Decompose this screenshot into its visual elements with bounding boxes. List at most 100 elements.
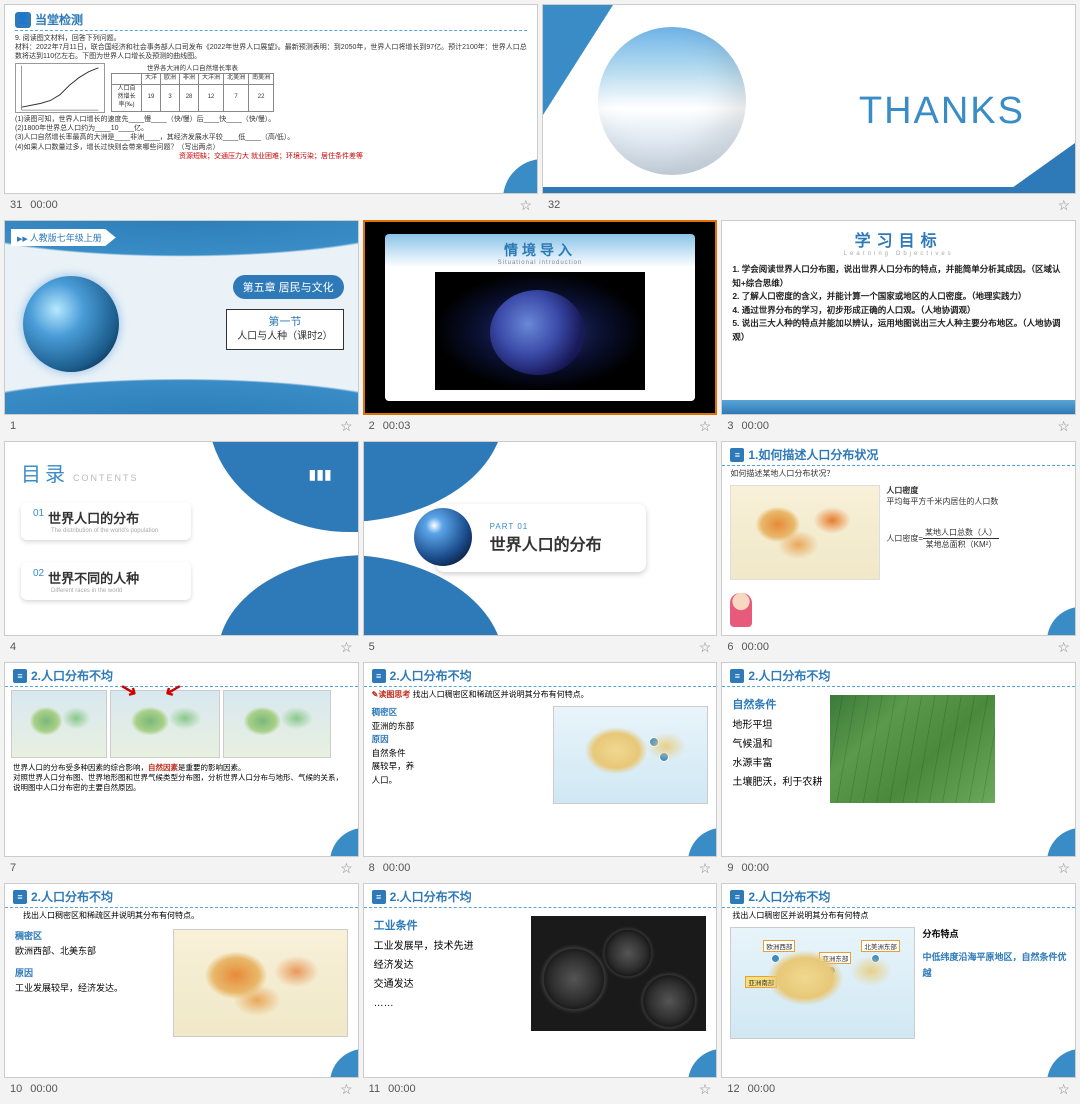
slide-32[interactable]: THANKS [542,4,1076,194]
slide-7[interactable]: ≡2.人口分布不均 ↘↙ 世界人口的分布受多种因素的综合影响，自然因素是重要的影… [4,662,359,857]
sky-circle-image [598,27,746,175]
slide-time: 00:03 [383,420,411,432]
slide-time: 00:00 [30,1083,58,1095]
slide-8[interactable]: ≡ 2.人口分布不均 ✎读图思考 找出人口稠密区和稀疏区并说明其分布有何特点。 稠… [363,662,718,857]
slide-time: 00:00 [388,1083,416,1095]
doc-icon: ≡ [730,669,744,683]
objectives-sub: Learning Objectives [732,251,1065,257]
s10-header: 2.人口分布不均 [31,888,113,905]
lesson-box: 第一节 人口与人种（课时2） [226,309,344,350]
growth-chart [15,63,105,113]
slide-3[interactable]: 学习目标 Learning Objectives 1. 学会阅读世界人口分布图，… [721,220,1076,415]
slide-5[interactable]: PART 01世界人口的分布 [363,441,718,636]
slide-10[interactable]: ≡ 2.人口分布不均 找出人口稠密区和稀疏区并说明其分布有何特点。 稠密区欧洲西部… [4,883,359,1078]
world-map [730,485,880,580]
thanks-text: THANKS [859,90,1025,133]
slide31-title: 当堂检测 [35,11,83,28]
star-icon[interactable]: ☆ [699,639,712,656]
gears-image [531,916,706,1031]
slide-2-selected[interactable]: 情境导入 Situational introduction [363,220,718,415]
star-icon[interactable]: ☆ [1057,1081,1070,1098]
objectives-body: 1. 学会阅读世界人口分布图，说出世界人口分布的特点，并能简单分析其成因。（区域… [732,263,1065,345]
star-icon[interactable]: ☆ [340,418,353,435]
s6-header: 1.如何描述人口分布状况 [748,446,878,463]
triangle-decoration [1005,143,1075,193]
slide-time: 00:00 [30,199,58,211]
slide-number: 11 [369,1083,380,1095]
s8-lead: ✎读图思考 找出人口稠密区和稀疏区并说明其分布有何特点。 [364,687,717,702]
slide-31[interactable]: 👤当堂检测 9. 阅读图文材料，回答下列问题。 材料：2022年7月11日，联合… [4,4,538,194]
intro-title: 情境导入 [504,240,576,260]
doc-icon: ≡ [13,669,27,683]
s31-para: 材料：2022年7月11日，联合国经济和社会事务部人口司发布《2022年世界人口… [15,43,527,61]
growth-table: 大洋欧洲非洲大洋洲北美洲南美洲 人口自然增长率(‰)1932812722 [111,73,274,111]
slide-6[interactable]: ≡1.如何描述人口分布状况 如何描述某地人口分布状况？ 人口密度 平均每平方千米… [721,441,1076,636]
doc-icon: ≡ [730,890,744,904]
doc-icon: ≡ [372,890,386,904]
slide-number: 6 [727,641,733,653]
maps-row: ↘↙ [5,687,358,761]
s8-left: 稠密区亚洲的东部 原因自然条件展较早，养人口。 [372,706,546,804]
corner-decoration [503,159,538,194]
chapter-chip: 第五章 居民与文化 [233,275,344,299]
star-icon[interactable]: ☆ [1057,639,1070,656]
slide-number: 1 [10,420,16,432]
slide-9[interactable]: ≡ 2.人口分布不均 自然条件 地形平坦气候温和水源丰富土壤肥沃，利于农耕 [721,662,1076,857]
star-icon[interactable]: ☆ [340,1081,353,1098]
s9-header: 2.人口分布不均 [748,667,830,684]
s8-header: 2.人口分布不均 [390,667,472,684]
s9-left: 自然条件 地形平坦气候温和水源丰富土壤肥沃，利于农耕 [732,695,822,803]
girl-character [730,593,752,627]
contents-title: 目录CONTENTS [21,458,139,487]
star-icon[interactable]: ☆ [1057,197,1070,214]
s31-ans4: 资源短缺；交通压力大 就业困难；环境污染；居住条件差等 [15,152,527,161]
slide-number: 5 [369,641,375,653]
slide-number: 7 [10,862,16,874]
slide-number: 31 [10,199,22,211]
slide-4[interactable]: 目录CONTENTS ▮▮▮ 01世界人口的分布The distribution… [4,441,359,636]
slide-1[interactable]: 人教版七年级上册 第五章 居民与文化 第一节 人口与人种（课时2） [4,220,359,415]
slide-number: 10 [10,1083,22,1095]
star-icon[interactable]: ☆ [1057,418,1070,435]
s11-header: 2.人口分布不均 [390,888,472,905]
s12-sub: 找出人口稠密区并说明其分布有何特点 [722,908,1075,923]
s7-text: 世界人口的分布受多种因素的综合影响，自然因素是重要的影响因素。 对照世界人口分布… [5,761,358,795]
world-map: 欧洲西部 亚洲东部 北美洲东部 亚洲南部 [730,927,914,1039]
s10-left: 稠密区欧洲西部、北美东部 原因工业发展较早，经济发达。 [15,929,165,1037]
s10-sub: 找出人口稠密区和稀疏区并说明其分布有何特点。 [5,908,358,923]
world-map [553,706,708,804]
star-icon[interactable]: ☆ [340,639,353,656]
star-icon[interactable]: ☆ [699,1081,712,1098]
s12-header: 2.人口分布不均 [748,888,830,905]
star-icon[interactable]: ☆ [699,860,712,877]
star-icon[interactable]: ☆ [519,197,532,214]
farmland-image [830,695,995,803]
slide-11[interactable]: ≡ 2.人口分布不均 工业条件 工业发展早，技术先进经济发达交通发达…… [363,883,718,1078]
s12-right: 分布特点 中低纬度沿海平原地区，自然条件优越 [923,927,1067,1039]
s31-q4: (4)如果人口数量过多，增长过快则会带来哪些问题？（写出两点） [15,143,527,152]
s31-q9: 9. 阅读图文材料，回答下列问题。 [15,34,527,43]
slide-time: 00:00 [748,1083,776,1095]
density-text: 人口密度 平均每平方千米内居住的人口数 人口密度= 某地人口总数（人）某地总面积… [886,485,1067,580]
contents-item-1: 01世界人口的分布The distribution of the world's… [21,502,191,540]
slide-number: 8 [369,862,375,874]
world-map [173,929,348,1037]
slide-12[interactable]: ≡ 2.人口分布不均 找出人口稠密区并说明其分布有何特点 欧洲西部 亚洲东部 北美… [721,883,1076,1078]
s31-q1: (1)读图可知，世界人口增长的速度先____慢____（快/慢）后____快__… [15,115,527,124]
slide-number: 32 [548,199,560,211]
star-icon[interactable]: ☆ [1057,860,1070,877]
s11-left: 工业条件 工业发展早，技术先进经济发达交通发达…… [374,916,522,1031]
star-icon[interactable]: ☆ [340,860,353,877]
slide-time: 00:00 [741,862,769,874]
slide-number: 4 [10,641,16,653]
s6-question: 如何描述某地人口分布状况？ [722,466,1075,481]
slide-number: 3 [727,420,733,432]
slide-time: 00:00 [383,862,411,874]
star-icon[interactable]: ☆ [699,418,712,435]
objectives-title: 学习目标 [732,227,1065,251]
edition-tag: 人教版七年级上册 [11,229,116,246]
person-icon: 👤 [15,12,31,28]
doc-icon: ≡ [13,890,27,904]
doc-icon: ≡ [372,669,386,683]
slide-number: 2 [369,420,375,432]
